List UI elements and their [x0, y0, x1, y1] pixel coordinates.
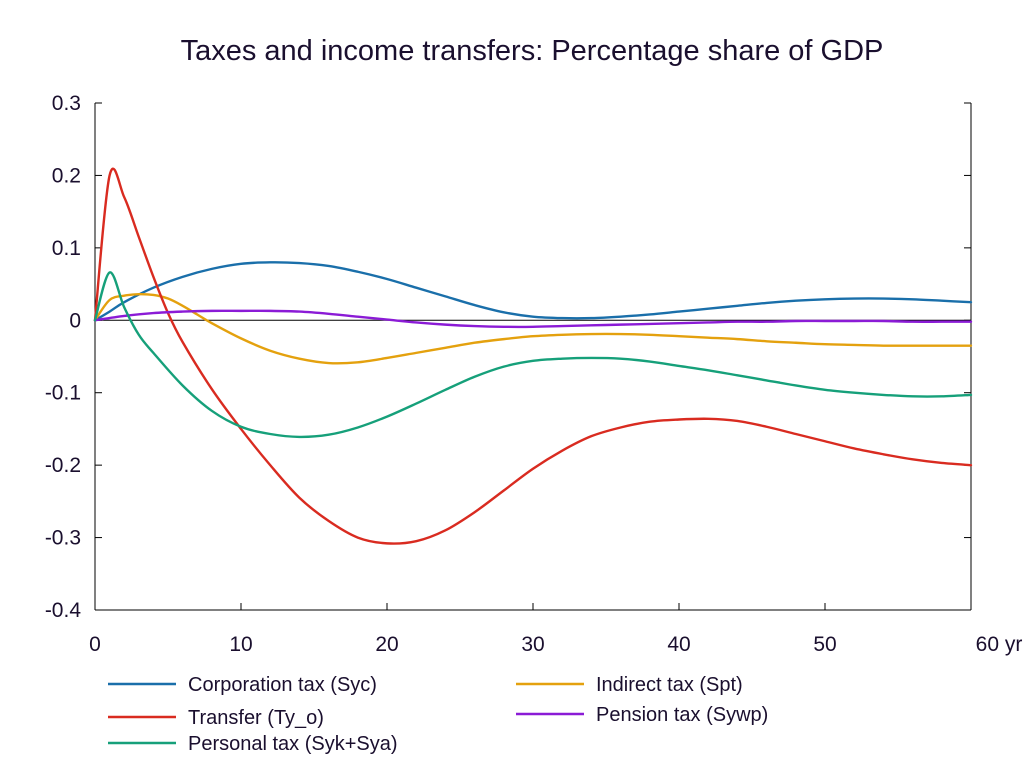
plot-area: 0.3 0.2 0.1 0 -0.1 -0.2 -0.3 -0.4 0 10 20 30 40 50 60 …: [45, 92, 1023, 656]
series-line-indirect-tax-spt: [93, 292, 973, 365]
legend-label-indirect-tax-spt: Indirect tax (Spt): [596, 674, 743, 696]
x-tick-label: 0: [89, 633, 101, 656]
x-tick-label: 30: [521, 633, 544, 656]
y-tick-label: -0.1: [45, 382, 81, 405]
series-line-corporation-tax-syc: [93, 261, 973, 322]
x-tick-label: 40: [667, 633, 690, 656]
legend-label-transfer-ty-o: Transfer (Ty_o): [188, 707, 324, 729]
x-tick-label: 20: [375, 633, 398, 656]
chart-title: Taxes and income transfers: Percentage s…: [181, 35, 884, 67]
y-tick-label: 0: [69, 309, 81, 332]
y-tick-label: 0.1: [52, 237, 81, 260]
y-tick-label: -0.4: [45, 599, 82, 622]
y-tick-label: -0.2: [45, 454, 81, 477]
x-tick-label: 60 yr: [976, 633, 1023, 656]
y-tick-label: -0.3: [45, 527, 81, 550]
y-tick-label: 0.2: [52, 164, 81, 187]
x-tick-label: 10: [229, 633, 252, 656]
y-tick-label: 0.3: [52, 92, 81, 115]
legend-label-corporation-tax-syc: Corporation tax (Syc): [188, 674, 377, 696]
series-line-personal-tax-syk-sya: [93, 271, 973, 439]
legend-label-personal-tax-syk-sya: Personal tax (Syk+Sya): [188, 733, 398, 755]
series-line-pension-tax-sywp: [93, 309, 973, 329]
x-tick-label: 50: [813, 633, 836, 656]
legend: Corporation tax (Syc) Indirect tax (Spt) T…: [108, 674, 768, 755]
series-line-transfer-ty-o: [93, 167, 973, 545]
legend-label-pension-tax-sywp: Pension tax (Sywp): [596, 704, 768, 726]
